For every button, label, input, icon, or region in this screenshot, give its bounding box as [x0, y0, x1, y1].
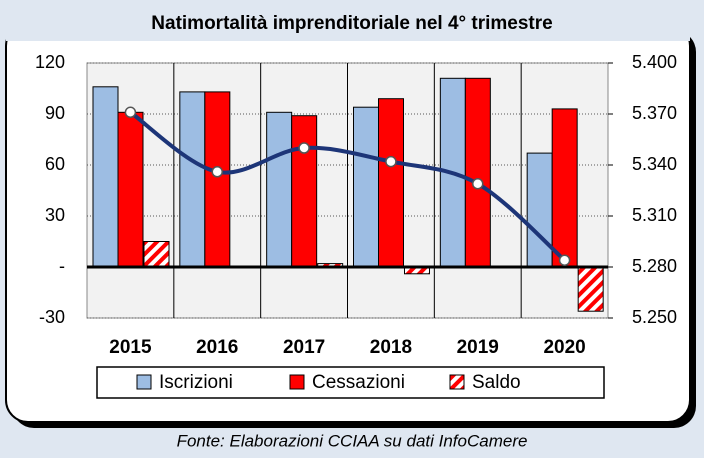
- line: [129, 110, 566, 262]
- line-marker: [211, 166, 223, 178]
- bar: [353, 106, 379, 268]
- y2-tick-label: 5.340: [632, 154, 677, 174]
- legend-label: Saldo: [472, 372, 521, 393]
- y-tick-label: 30: [45, 205, 65, 225]
- legend-swatch: [449, 374, 465, 390]
- y-tick-label: 60: [45, 154, 65, 174]
- bar: [526, 152, 553, 268]
- y2-tick-label: 5.400: [632, 52, 677, 72]
- y2-tick-label: 5.280: [632, 256, 677, 276]
- bar: [266, 111, 293, 268]
- y2-tick-label: 5.250: [632, 307, 677, 327]
- bar: [378, 98, 404, 268]
- legend-label: Cessazioni: [312, 372, 405, 393]
- chart-title: Natimortalità imprenditoriale nel 4° tri…: [151, 13, 552, 34]
- bar: [464, 77, 491, 268]
- line-marker: [298, 142, 310, 154]
- legend-swatch: [136, 374, 152, 390]
- legend-swatch: [289, 374, 305, 390]
- x-tick-label: 2020: [543, 337, 585, 358]
- line-marker: [385, 155, 397, 168]
- x-tick-label: 2015: [109, 337, 152, 358]
- bar: [143, 241, 170, 268]
- line-marker: [472, 177, 484, 190]
- bar: [179, 91, 206, 268]
- bar: [291, 115, 318, 268]
- y-tick-label: -: [59, 256, 65, 276]
- y-tick-label: -30: [39, 307, 65, 327]
- y2-tick-label: 5.310: [632, 205, 677, 225]
- source: Fonte: Elaborazioni CCIAA su dati InfoCa…: [177, 431, 528, 450]
- line-marker: [124, 106, 137, 119]
- x-tick-label: 2019: [457, 337, 499, 358]
- legend-label: Iscrizioni: [159, 372, 233, 393]
- bar: [577, 266, 604, 312]
- bar: [204, 91, 231, 268]
- y-tick-label: 90: [45, 103, 65, 123]
- title-band: [6, 3, 690, 41]
- bar: [117, 111, 144, 268]
- y-tick-label: 120: [35, 52, 65, 72]
- x-tick-label: 2016: [196, 337, 238, 358]
- x-tick-label: 2017: [283, 337, 325, 358]
- x-tick-label: 2018: [370, 337, 412, 358]
- bar: [551, 108, 578, 268]
- line-marker: [558, 254, 571, 266]
- y2-tick-label: 5.370: [632, 103, 677, 123]
- legend: [96, 366, 605, 399]
- bar: [92, 86, 119, 268]
